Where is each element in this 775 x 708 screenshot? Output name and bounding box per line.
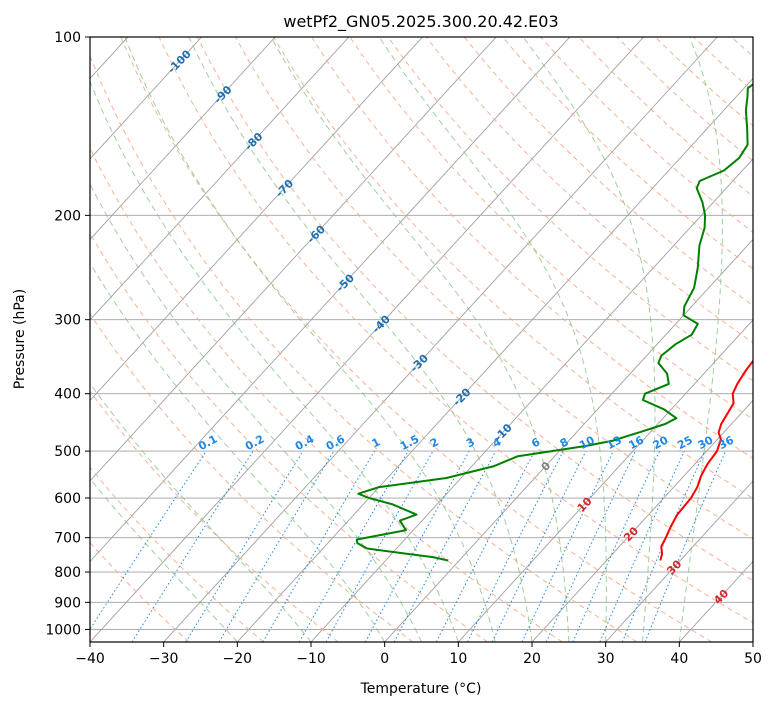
mixing-ratio-line <box>364 450 470 642</box>
mixing-ratio-line <box>131 450 254 642</box>
moist-adiabat-line <box>522 37 656 642</box>
isotherm-line <box>237 77 753 642</box>
mixing-ratio-line <box>621 450 706 642</box>
sounding-profiles <box>355 83 753 562</box>
moist-adiabat-line <box>678 37 723 642</box>
dewpoint-profile-line <box>355 83 753 562</box>
x-axis-title: Temperature (°C) <box>360 681 482 697</box>
isotherm-line <box>90 37 276 241</box>
y-tick-label: 300 <box>54 313 81 329</box>
mixing-ratio-line <box>90 450 207 631</box>
mixing-ratio-label: 16 <box>626 433 646 452</box>
y-tick-label: 900 <box>54 595 81 611</box>
mixing-ratio-line <box>185 450 304 642</box>
isotherm-line <box>163 37 718 642</box>
isotherm-line <box>531 399 753 642</box>
y-tick-label: 500 <box>54 444 81 460</box>
temperature-profile-line <box>659 359 753 561</box>
isotherm-line <box>90 37 644 642</box>
isotherm-lines <box>90 37 753 642</box>
mixing-ratio-label: 20 <box>651 433 671 452</box>
mixing-ratio-label: 10 <box>577 433 597 452</box>
plot-frame <box>89 36 754 643</box>
y-axis-title: Pressure (hPa) <box>12 289 28 389</box>
moist-adiabat-line <box>90 80 459 642</box>
dry-adiabat-line <box>158 37 753 624</box>
moist-adiabat-line <box>378 37 607 642</box>
mixing-ratio-lines <box>90 450 727 642</box>
mixing-ratio-line <box>644 450 727 642</box>
mixing-ratio-line <box>491 450 587 642</box>
moist-adiabat-line <box>90 478 238 642</box>
x-tick-label: −40 <box>75 651 105 667</box>
isotherm-line <box>90 37 202 160</box>
y-tick-label: 400 <box>54 387 81 403</box>
isotherm-line <box>90 37 497 482</box>
y-tick-label: 1000 <box>45 622 81 638</box>
moist-adiabat-lines <box>90 37 723 642</box>
x-tick-label: 0 <box>380 651 389 667</box>
isotherm-line <box>310 158 753 642</box>
y-tick-label: 700 <box>54 531 81 547</box>
x-tick-label: 30 <box>597 651 615 667</box>
x-tick-label: −20 <box>223 651 253 667</box>
dry-adiabat-line <box>90 312 414 642</box>
moist-adiabat-line <box>188 37 533 642</box>
mixing-ratio-label: 30 <box>696 433 716 452</box>
mixing-ratio-line <box>393 450 497 642</box>
dry-adiabat-line <box>387 37 753 382</box>
mixing-ratio-line <box>218 450 335 642</box>
x-tick-label: 40 <box>670 651 688 667</box>
chart-title: wetPf2_GN05.2025.300.20.42.E03 <box>283 12 558 32</box>
isotherm-line <box>458 319 753 642</box>
isotherm-line <box>605 480 753 642</box>
moist-adiabat-line <box>90 183 422 642</box>
isotherm-line <box>384 238 753 642</box>
y-tick-label: 800 <box>54 565 81 581</box>
x-tick-label: −10 <box>296 651 326 667</box>
x-tick-label: 50 <box>744 651 762 667</box>
dry-adiabat-line <box>90 232 488 642</box>
y-tick-label: 200 <box>54 208 81 224</box>
moist-adiabat-line <box>270 37 570 642</box>
dry-adiabat-line <box>349 37 753 420</box>
isotherm-line <box>90 37 571 563</box>
mixing-ratio-line <box>467 450 564 642</box>
x-axis-ticks: −40 −30 −20 −10 0 10 20 30 40 50 <box>75 642 762 667</box>
x-tick-label: −30 <box>149 651 179 667</box>
y-tick-label: 100 <box>54 30 81 46</box>
dry-adiabat-lines <box>90 37 753 642</box>
plot-area: 0.1 0.2 0.4 0.6 1 1.5 2 3 4 6 8 10 13 16 20 25 30 36-100-… <box>90 37 753 642</box>
moist-adiabat-line <box>90 382 312 642</box>
mixing-ratio-line <box>325 450 434 642</box>
dry-adiabat-line <box>196 37 753 582</box>
dry-adiabat-line <box>463 37 753 307</box>
mixing-ratio-label: 25 <box>675 433 695 452</box>
moist-adiabat-line <box>124 37 496 642</box>
y-axis-ticks: 1000 900 800 700 600 500 400 300 200 100 <box>45 30 90 638</box>
mixing-ratio-line <box>599 450 685 642</box>
isotherm-line <box>90 37 350 321</box>
x-tick-label: 20 <box>523 651 541 667</box>
moist-adiabat-line <box>90 261 386 642</box>
dry-adiabat-line <box>90 466 264 642</box>
x-tick-label: 10 <box>449 651 467 667</box>
y-tick-label: 600 <box>54 491 81 507</box>
isotherm-line <box>90 37 423 402</box>
dry-adiabat-line <box>90 147 563 642</box>
dry-adiabat-line <box>273 37 753 499</box>
mixing-ratio-label: 36 <box>716 433 736 452</box>
mixing-ratio-line <box>572 450 661 642</box>
mixing-ratio-label: 13 <box>604 433 624 452</box>
dry-adiabat-line <box>234 37 753 540</box>
